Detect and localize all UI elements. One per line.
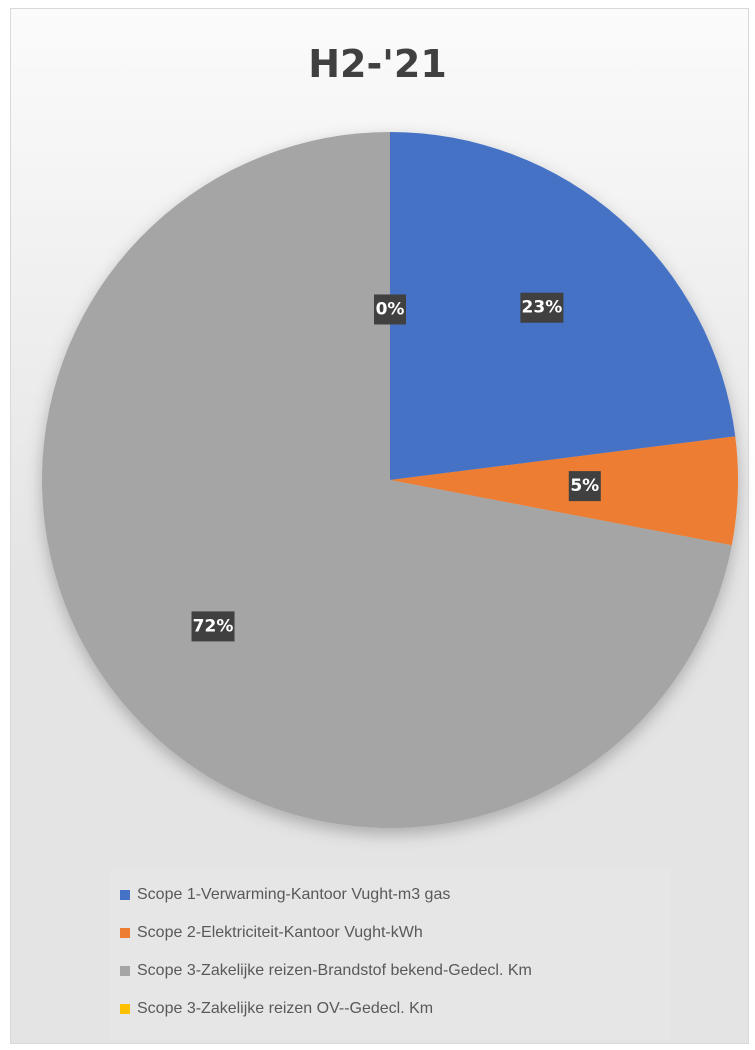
data-label-box	[520, 292, 564, 323]
data-label-scope-3-zakelijke-reizen-brandstof-bekend-gedecl-km: 72%	[191, 611, 235, 642]
legend-swatch	[120, 928, 130, 938]
legend-swatch	[120, 966, 130, 976]
data-label-scope-2-elektriciteit-kantoor-vught-kwh: 5%	[568, 471, 601, 502]
chart-title: H2-'21	[308, 42, 447, 86]
pie-slice-scope-2-elektriciteit-kantoor-vught-kwh	[390, 436, 738, 546]
data-label-text: 0%	[376, 299, 405, 319]
legend-label: Scope 3-Zakelijke reizen-Brandstof beken…	[137, 962, 532, 979]
data-label-text: 5%	[570, 476, 599, 496]
legend: Scope 1-Verwarming-Kantoor Vught-m3 gas S…	[110, 868, 670, 1040]
pie-slices	[42, 132, 738, 829]
legend-item: Scope 1-Verwarming-Kantoor Vught-m3 gas	[120, 876, 660, 914]
pie-slice-scope-3-zakelijke-reizen-brandstof-bekend-gedecl-km	[42, 132, 732, 829]
legend-label: Scope 1-Verwarming-Kantoor Vught-m3 gas	[137, 886, 451, 903]
pie-data-labels: 23% 5% 72% 0%	[191, 292, 601, 642]
data-label-text: 72%	[193, 616, 234, 636]
data-label-box	[374, 294, 406, 325]
legend-item: Scope 2-Elektriciteit-Kantoor Vught-kWh	[120, 914, 660, 952]
data-label-scope-1-verwarming-kantoor-vught-m3-gas: 23%	[520, 292, 564, 323]
legend-label: Scope 2-Elektriciteit-Kantoor Vught-kWh	[137, 924, 423, 941]
data-label-box	[568, 471, 601, 502]
legend-label: Scope 3-Zakelijke reizen OV--Gedecl. Km	[137, 1000, 434, 1017]
data-label-scope-3-zakelijke-reizen-ov-gedecl-km: 0%	[374, 294, 406, 325]
legend-swatch	[120, 1004, 130, 1014]
legend-swatch	[120, 890, 130, 900]
legend-item: Scope 3-Zakelijke reizen-Brandstof beken…	[120, 952, 660, 990]
pie-chart: 23% 5% 72% 0%	[42, 132, 738, 829]
legend-item: Scope 3-Zakelijke reizen OV--Gedecl. Km	[120, 990, 660, 1028]
data-label-box	[191, 611, 235, 642]
data-label-text: 23%	[522, 298, 563, 318]
